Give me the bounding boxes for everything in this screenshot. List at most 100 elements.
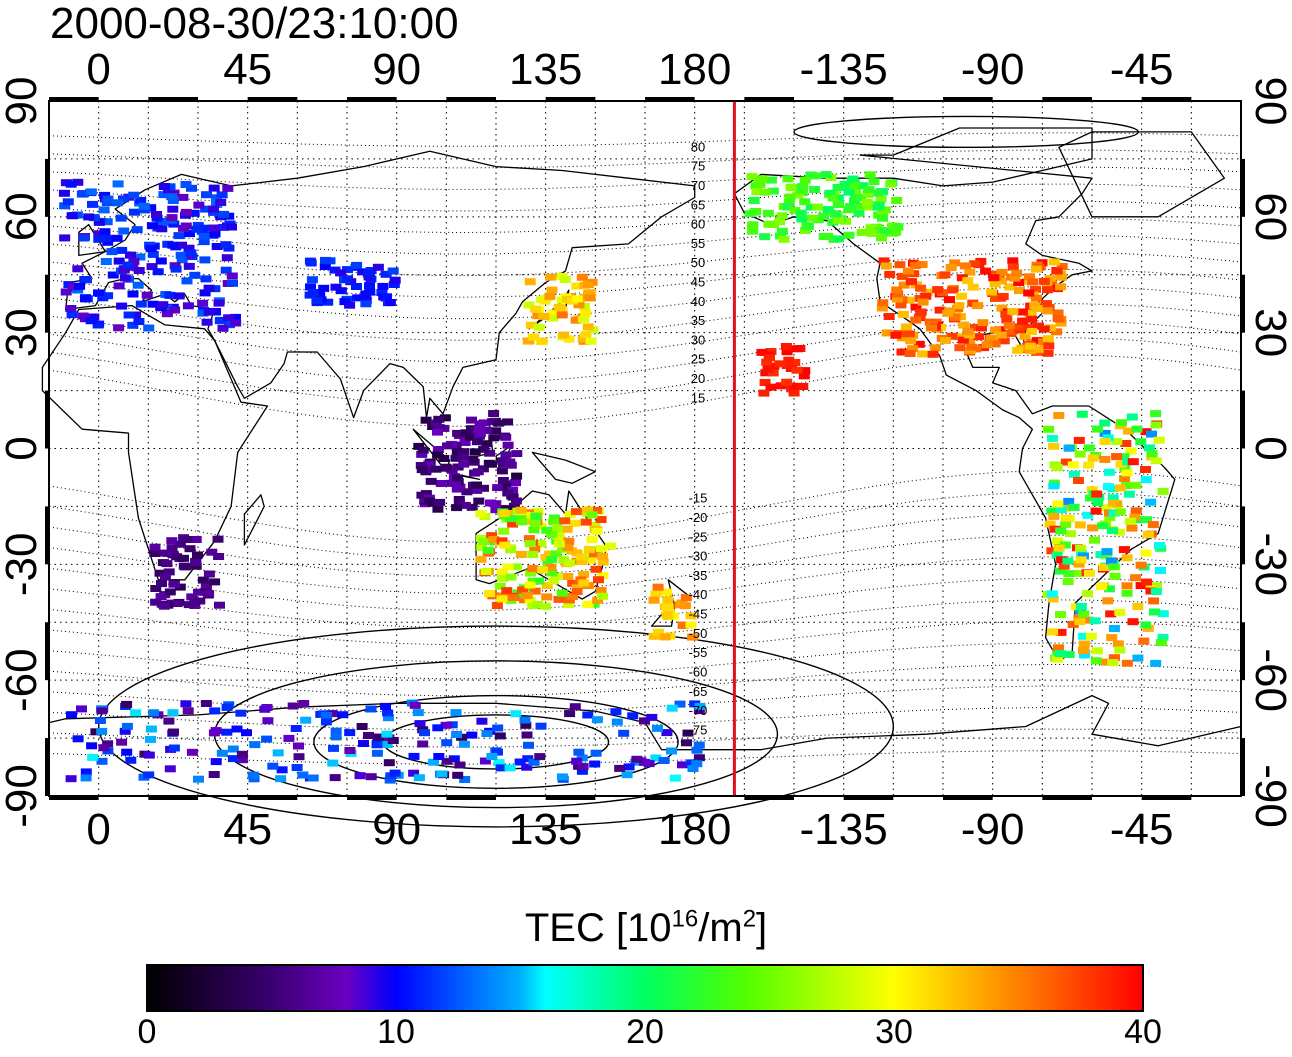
frame-mark [45,622,49,681]
tec-cell [805,203,817,211]
tec-cell [818,233,830,240]
tec-cell [515,550,527,558]
tec-cell [161,310,173,318]
tec-cell [582,281,594,288]
y-tick-label-right: -90 [1246,764,1292,828]
tec-cell [891,286,903,294]
y-tick-label-right: 60 [1246,192,1292,241]
tec-cell [1099,455,1111,463]
tec-cell [890,228,902,236]
tec-cell [1126,413,1138,421]
tec-cell [134,253,146,261]
x-tick-label-bottom: -90 [961,805,1025,854]
tec-cell [792,191,804,199]
tec-cell [408,752,420,760]
tec-cell [520,721,532,729]
frame-mark [148,97,198,101]
tec-cell [182,707,194,715]
tec-cell [203,570,215,578]
tec-cell [571,584,583,592]
tec-cell [383,714,394,722]
tec-cell [547,577,559,585]
tec-cell [119,274,131,282]
tec-cell [174,583,186,591]
tec-cell [1052,315,1064,323]
x-tick-label-top: 45 [223,45,272,94]
tec-cell [492,748,503,756]
tec-cell [1103,483,1114,491]
tec-cell [567,579,579,587]
tec-cell [145,245,157,253]
tec-cell [1007,257,1019,265]
x-tick-label-top: 135 [509,45,582,94]
tec-cell [207,205,219,213]
tec-cell [525,569,536,577]
tec-cell [1078,640,1090,648]
tec-cell [1099,438,1111,445]
tec-cell [389,276,401,284]
tec-cell [365,773,377,781]
tec-cell [962,328,974,336]
tec-cell [1046,547,1058,555]
tec-cell [1100,658,1112,666]
tec-cell [458,448,470,456]
tec-cell [762,365,774,373]
tec-cell [577,335,589,343]
tec-cell [72,265,84,273]
tec-cell [1119,465,1131,473]
tec-cell [595,587,607,594]
tec-cell [913,340,925,348]
contour-label: 20 [691,371,705,386]
tec-cell [1082,511,1094,519]
tec-cell [989,280,1001,288]
tec-cell [226,272,238,280]
tec-cell [1001,316,1013,324]
tec-cell [127,321,139,329]
tec-cell [441,757,453,765]
tec-cell [576,767,588,775]
tec-cell [362,270,374,278]
tec-cell [163,717,175,725]
tec-cell [556,311,568,319]
tec-cell [590,565,602,573]
tec-cell [191,225,203,233]
tec-cell [192,221,204,229]
tec-cell [1073,560,1085,568]
tec-cell [330,727,342,735]
tec-cell [1129,513,1141,521]
tec-cell [998,337,1010,345]
tec-cell [759,233,771,241]
tec-cell [843,231,855,239]
tec-cell [201,581,212,589]
tec-cell [546,569,558,577]
tec-cell [131,226,143,234]
tec-cell [221,728,233,736]
tec-cell [430,419,442,427]
coastline [531,451,596,484]
tec-cell [996,268,1008,276]
tec-cell [1053,412,1065,419]
tec-cell [1121,469,1133,477]
tec-cell [1157,633,1169,641]
tec-cell [789,206,801,214]
tec-cell [1058,562,1070,570]
tec-cell [183,244,195,252]
tec-cell [995,277,1007,285]
tec-cell [493,759,505,767]
tec-cell [1044,324,1056,332]
tec-cell [533,577,545,585]
tec-cell [236,750,248,758]
y-tick-label-left: 0 [0,436,46,460]
tec-cell [376,289,388,296]
tec-cell [852,202,864,210]
tec-cell [145,735,156,743]
tec-cell [116,738,128,746]
tec-cell [535,540,547,548]
tec-cell [934,306,946,314]
tec-cell [186,748,198,756]
tec-cell [781,348,793,356]
tec-cell [759,188,771,196]
tec-cell [863,186,875,194]
frame-mark [1141,97,1192,101]
tec-cell [344,729,356,737]
